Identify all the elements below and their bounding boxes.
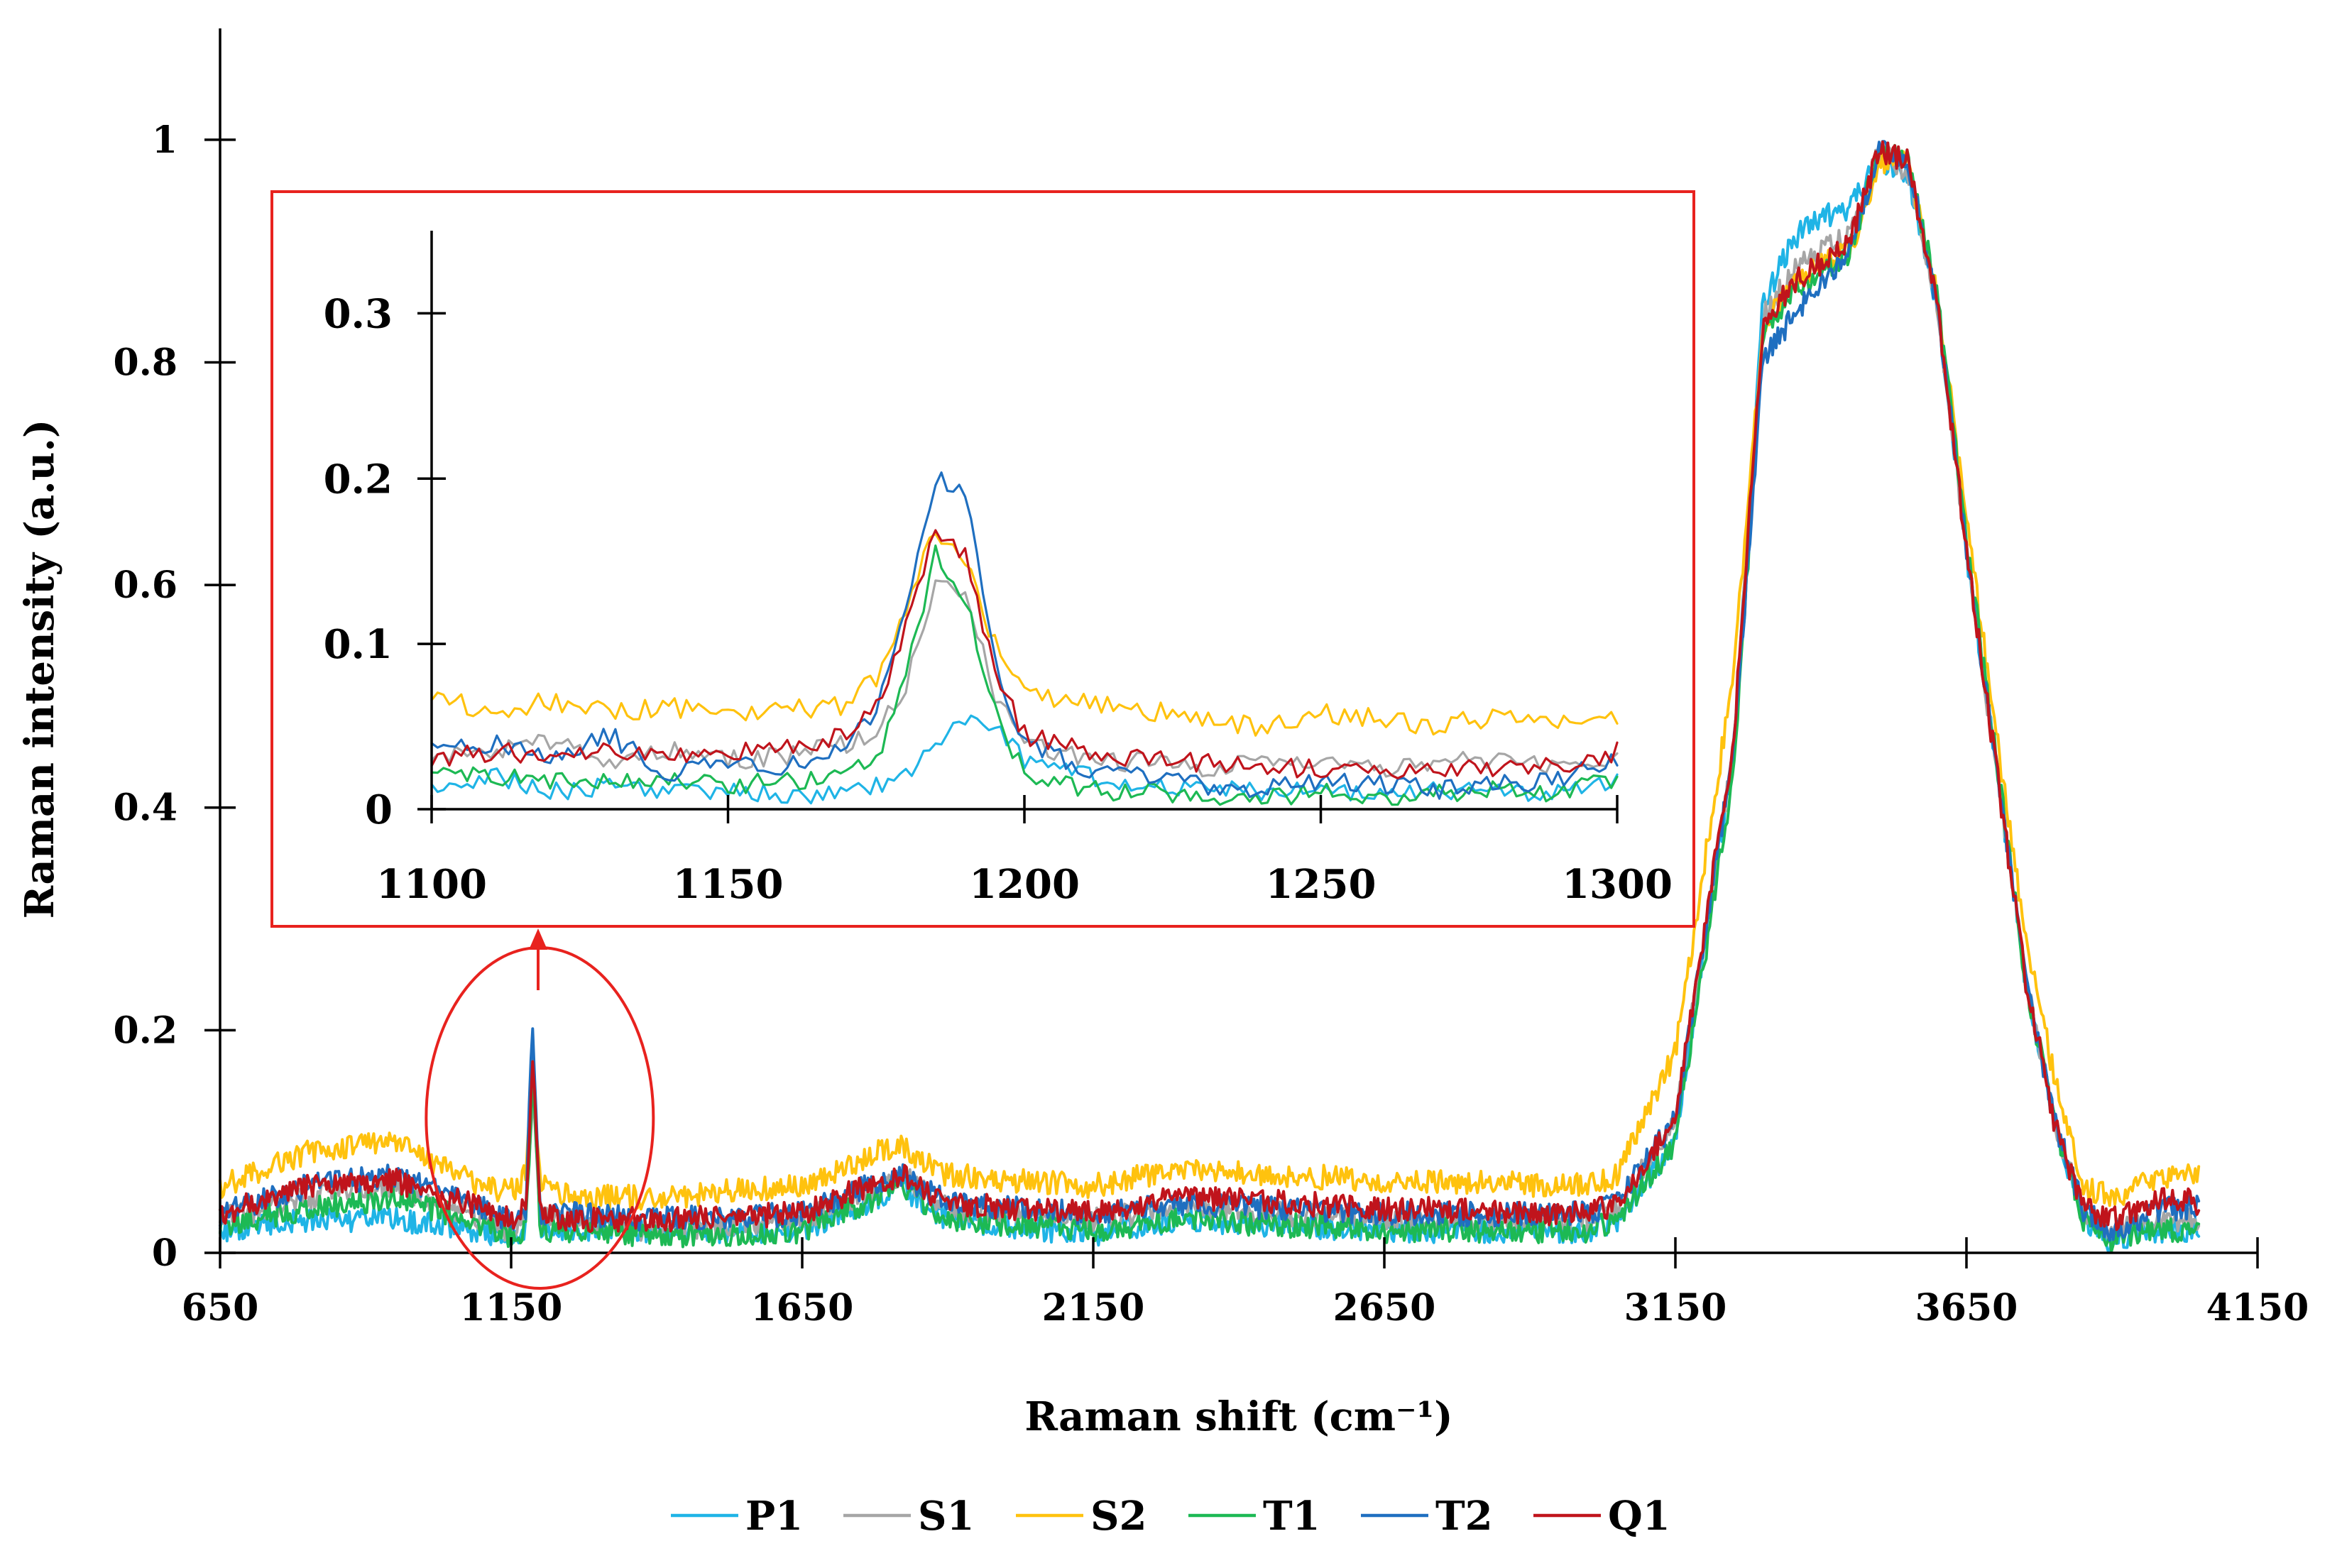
inset-x-tick-label: 1150 bbox=[673, 861, 784, 908]
inset-y-tick-label: 0 bbox=[365, 786, 393, 833]
inset-series-t1 bbox=[430, 544, 1619, 806]
main-y-tick-label: 0.8 bbox=[114, 341, 177, 384]
legend-label-t1: T1 bbox=[1263, 1493, 1320, 1540]
main-x-tick-label: 1150 bbox=[460, 1286, 563, 1329]
main-y-axis-label: Raman intensity (a.u.) bbox=[16, 420, 63, 919]
inset-plot: 1100 1150 1200 1250 1300 0 0.1 0.2 0.3 bbox=[270, 190, 1695, 928]
peak-highlight-ellipse bbox=[425, 946, 655, 1290]
inset-frame bbox=[270, 190, 1695, 928]
main-x-tick-label: 2150 bbox=[1042, 1286, 1145, 1329]
inset-y-tick-label: 0.1 bbox=[324, 621, 393, 668]
main-x-tick-label: 650 bbox=[182, 1286, 259, 1329]
main-x-tick-label: 3150 bbox=[1624, 1286, 1727, 1329]
main-series-group bbox=[219, 140, 2201, 1254]
main-x-tick-label: 2650 bbox=[1333, 1286, 1436, 1329]
legend-label-s1: S1 bbox=[918, 1493, 974, 1540]
peak-highlight-arrowhead bbox=[529, 928, 547, 950]
inset-y-ticks: 0 0.1 0.2 0.3 bbox=[324, 290, 446, 833]
main-series-q1 bbox=[219, 140, 2201, 1233]
main-x-tick-label: 3650 bbox=[1915, 1286, 2018, 1329]
inset-y-tick-label: 0.3 bbox=[324, 290, 393, 337]
main-y-tick-label: 0.2 bbox=[114, 1009, 177, 1052]
main-y-tick-label: 0.4 bbox=[114, 786, 177, 830]
inset-x-tick-label: 1300 bbox=[1562, 861, 1673, 908]
inset-series-group bbox=[430, 471, 1619, 806]
main-y-tick-label: 0.6 bbox=[114, 564, 177, 607]
main-y-tick-label: 1 bbox=[152, 119, 177, 162]
inset-series-s1 bbox=[430, 579, 1619, 778]
inset-series-q1 bbox=[430, 529, 1619, 780]
inset-x-tick-label: 1200 bbox=[969, 861, 1080, 908]
inset-y-tick-label: 0.2 bbox=[324, 456, 393, 503]
inset-x-tick-label: 1250 bbox=[1266, 861, 1377, 908]
inset-series-s2 bbox=[430, 532, 1619, 737]
main-y-ticks: 0 0.2 0.4 0.6 0.8 1 bbox=[114, 119, 236, 1275]
main-x-axis-label: Raman shift (cm⁻¹) bbox=[1024, 1393, 1452, 1440]
main-x-tick-label: 1650 bbox=[751, 1286, 854, 1329]
legend-label-t2: T2 bbox=[1435, 1493, 1493, 1540]
main-x-ticks: 650 1150 1650 2150 2650 3150 3650 4150 bbox=[182, 1237, 2309, 1329]
legend-label-s2: S2 bbox=[1090, 1493, 1147, 1540]
legend-label-q1: Q1 bbox=[1608, 1493, 1670, 1540]
inset-x-ticks: 1100 1150 1200 1250 1300 bbox=[376, 795, 1673, 908]
inset-series-t2 bbox=[430, 471, 1619, 800]
inset-x-tick-label: 1100 bbox=[376, 861, 487, 908]
main-y-tick-label: 0 bbox=[152, 1232, 177, 1275]
legend-label-p1: P1 bbox=[745, 1493, 803, 1540]
main-plot: 650 1150 1650 2150 2650 3150 3650 4150 00.20.40… bbox=[16, 28, 2309, 1440]
peak-highlight bbox=[425, 928, 655, 1290]
main-x-tick-label: 4150 bbox=[2206, 1286, 2309, 1329]
legend: P1 S1 S2 T1 T2 Q1 bbox=[671, 1493, 1670, 1540]
main-series-s2 bbox=[219, 148, 2201, 1211]
